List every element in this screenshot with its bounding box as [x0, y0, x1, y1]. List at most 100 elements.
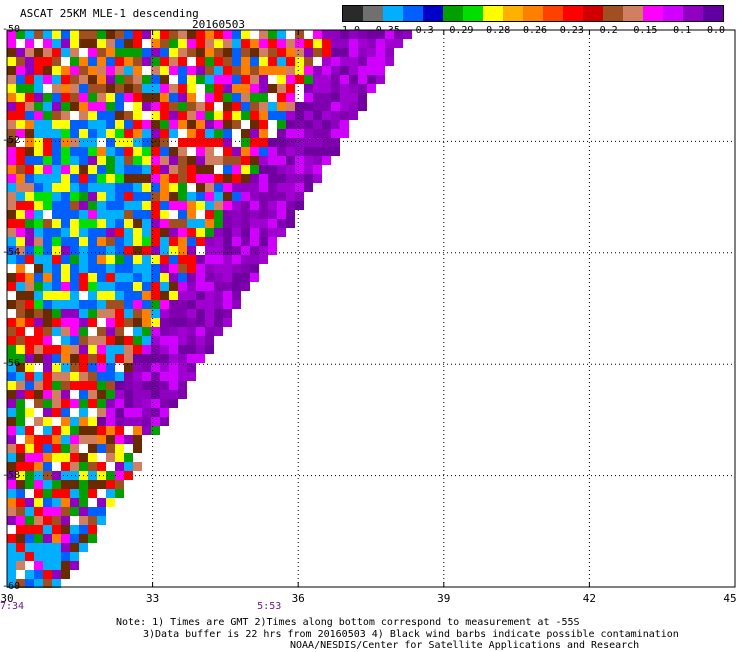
- data-cell: [169, 336, 178, 345]
- data-cell: [151, 219, 160, 228]
- data-cell: [25, 354, 34, 363]
- data-cell: [25, 516, 34, 525]
- data-cell: [61, 291, 70, 300]
- data-cell: [16, 228, 25, 237]
- data-cell: [115, 417, 124, 426]
- data-cell: [196, 102, 205, 111]
- data-cell: [52, 228, 61, 237]
- data-cell: [7, 507, 16, 516]
- data-cell: [214, 318, 223, 327]
- data-cell: [52, 84, 61, 93]
- data-cell: [34, 48, 43, 57]
- data-cell: [268, 138, 277, 147]
- data-cell: [79, 66, 88, 75]
- data-cell: [79, 318, 88, 327]
- data-cell: [151, 381, 160, 390]
- data-cell: [34, 273, 43, 282]
- data-cell: [232, 84, 241, 93]
- data-cell: [79, 111, 88, 120]
- data-cell: [133, 210, 142, 219]
- data-cell: [133, 318, 142, 327]
- data-cell: [16, 462, 25, 471]
- data-cell: [70, 48, 79, 57]
- data-cell: [70, 300, 79, 309]
- data-cell: [43, 111, 52, 120]
- data-cell: [34, 201, 43, 210]
- data-cell: [79, 426, 88, 435]
- data-cell: [250, 120, 259, 129]
- data-cell: [151, 426, 160, 435]
- data-cell: [106, 462, 115, 471]
- data-cell: [97, 444, 106, 453]
- data-cell: [241, 228, 250, 237]
- data-cell: [241, 48, 250, 57]
- data-cell: [313, 147, 322, 156]
- data-cell: [52, 318, 61, 327]
- data-cell: [97, 408, 106, 417]
- data-cell: [25, 435, 34, 444]
- data-cell: [178, 156, 187, 165]
- data-cell: [133, 354, 142, 363]
- data-cell: [7, 390, 16, 399]
- data-cell: [142, 255, 151, 264]
- data-cell: [115, 84, 124, 93]
- data-cell: [286, 147, 295, 156]
- data-cell: [223, 246, 232, 255]
- data-cell: [286, 138, 295, 147]
- data-cell: [25, 39, 34, 48]
- data-cell: [151, 408, 160, 417]
- data-cell: [142, 183, 151, 192]
- data-cell: [88, 489, 97, 498]
- data-cell: [97, 102, 106, 111]
- data-cell: [160, 417, 169, 426]
- data-cell: [124, 102, 133, 111]
- data-cell: [106, 201, 115, 210]
- colorbar-segment: [363, 6, 383, 21]
- data-cell: [79, 453, 88, 462]
- data-cell: [259, 57, 268, 66]
- data-cell: [43, 255, 52, 264]
- data-cell: [340, 93, 349, 102]
- data-cell: [232, 255, 241, 264]
- data-cell: [169, 354, 178, 363]
- data-cell: [151, 48, 160, 57]
- data-cell: [394, 39, 403, 48]
- data-cell: [106, 498, 115, 507]
- data-cell: [52, 489, 61, 498]
- data-cell: [61, 525, 70, 534]
- data-cell: [259, 84, 268, 93]
- data-cell: [115, 102, 124, 111]
- data-cell: [70, 534, 79, 543]
- data-cell: [34, 291, 43, 300]
- data-cell: [115, 201, 124, 210]
- data-cell: [34, 165, 43, 174]
- data-cell: [133, 57, 142, 66]
- colorbar-segment: [583, 6, 603, 21]
- data-cell: [115, 246, 124, 255]
- data-cell: [349, 75, 358, 84]
- data-cell: [43, 75, 52, 84]
- data-cell: [151, 111, 160, 120]
- data-cell: [106, 174, 115, 183]
- data-cell: [70, 309, 79, 318]
- data-cell: [232, 120, 241, 129]
- data-cell: [97, 219, 106, 228]
- data-cell: [331, 102, 340, 111]
- data-cell: [61, 336, 70, 345]
- data-cell: [61, 93, 70, 102]
- data-cell: [70, 444, 79, 453]
- data-cell: [331, 75, 340, 84]
- data-cell: [277, 129, 286, 138]
- data-cell: [7, 336, 16, 345]
- data-cell: [7, 354, 16, 363]
- data-cell: [259, 228, 268, 237]
- data-cell: [349, 66, 358, 75]
- data-cell: [25, 66, 34, 75]
- data-cell: [97, 327, 106, 336]
- data-cell: [223, 48, 232, 57]
- data-cell: [7, 147, 16, 156]
- data-cell: [196, 309, 205, 318]
- data-cell: [169, 327, 178, 336]
- data-cell: [7, 534, 16, 543]
- data-cell: [52, 336, 61, 345]
